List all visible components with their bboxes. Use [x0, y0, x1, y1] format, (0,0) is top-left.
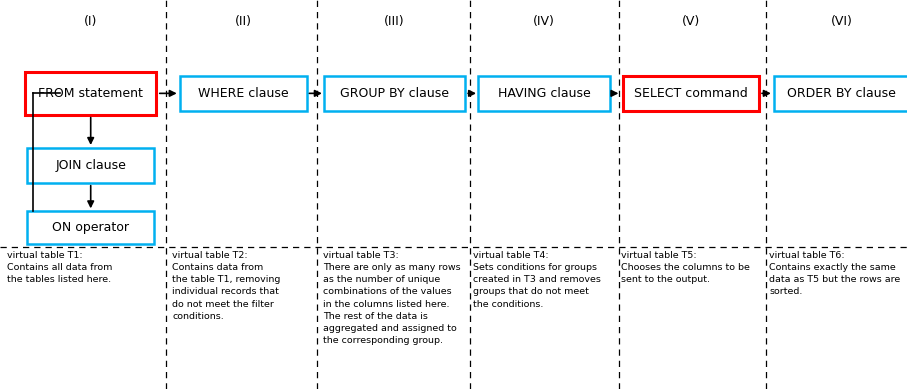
Text: virtual table T2:
Contains data from
the table T1, removing
individual records t: virtual table T2: Contains data from the… — [172, 251, 280, 321]
Text: ON operator: ON operator — [53, 221, 129, 234]
FancyBboxPatch shape — [27, 211, 154, 244]
Text: (I): (I) — [84, 15, 97, 28]
Text: virtual table T5:
Chooses the columns to be
sent to the output.: virtual table T5: Chooses the columns to… — [621, 251, 750, 284]
Text: virtual table T6:
Contains exactly the same
data as T5 but the rows are
sorted.: virtual table T6: Contains exactly the s… — [769, 251, 901, 296]
Text: SELECT command: SELECT command — [634, 87, 748, 100]
Text: virtual table T3:
There are only as many rows
as the number of unique
combinatio: virtual table T3: There are only as many… — [323, 251, 461, 345]
Text: (IV): (IV) — [533, 15, 555, 28]
Text: HAVING clause: HAVING clause — [498, 87, 590, 100]
Text: ORDER BY clause: ORDER BY clause — [787, 87, 896, 100]
FancyBboxPatch shape — [180, 76, 307, 111]
Text: (II): (II) — [235, 15, 251, 28]
Text: GROUP BY clause: GROUP BY clause — [340, 87, 449, 100]
FancyBboxPatch shape — [27, 148, 154, 183]
Text: virtual table T1:
Contains all data from
the tables listed here.: virtual table T1: Contains all data from… — [7, 251, 112, 284]
FancyBboxPatch shape — [479, 76, 610, 111]
FancyBboxPatch shape — [325, 76, 464, 111]
Text: (VI): (VI) — [831, 15, 853, 28]
FancyBboxPatch shape — [25, 72, 156, 115]
FancyBboxPatch shape — [623, 76, 759, 111]
Text: virtual table T4:
Sets conditions for groups
created in T3 and removes
groups th: virtual table T4: Sets conditions for gr… — [473, 251, 600, 308]
FancyBboxPatch shape — [774, 76, 907, 111]
Text: (III): (III) — [385, 15, 405, 28]
Text: JOIN clause: JOIN clause — [55, 159, 126, 172]
Text: FROM statement: FROM statement — [38, 87, 143, 100]
Text: WHERE clause: WHERE clause — [198, 87, 288, 100]
Text: (V): (V) — [682, 15, 700, 28]
